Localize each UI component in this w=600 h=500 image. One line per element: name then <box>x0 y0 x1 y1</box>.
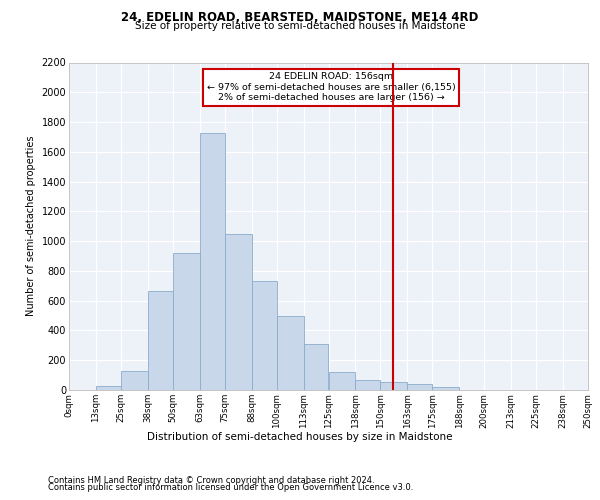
Text: Size of property relative to semi-detached houses in Maidstone: Size of property relative to semi-detach… <box>135 21 465 31</box>
Bar <box>277 316 304 390</box>
Bar <box>148 291 173 390</box>
Bar <box>200 133 225 390</box>
Bar <box>96 386 121 390</box>
Bar <box>432 387 459 390</box>
Bar <box>355 380 380 390</box>
Bar <box>173 253 200 390</box>
Text: Contains public sector information licensed under the Open Government Licence v3: Contains public sector information licen… <box>48 483 413 492</box>
Bar <box>407 384 432 390</box>
Bar <box>380 382 407 390</box>
Bar <box>121 372 148 390</box>
Text: 24, EDELIN ROAD, BEARSTED, MAIDSTONE, ME14 4RD: 24, EDELIN ROAD, BEARSTED, MAIDSTONE, ME… <box>121 11 479 24</box>
Bar <box>304 344 329 390</box>
Bar <box>225 234 251 390</box>
Text: 24 EDELIN ROAD: 156sqm
← 97% of semi-detached houses are smaller (6,155)
2% of s: 24 EDELIN ROAD: 156sqm ← 97% of semi-det… <box>207 72 455 102</box>
Bar <box>251 282 277 390</box>
Y-axis label: Number of semi-detached properties: Number of semi-detached properties <box>26 136 36 316</box>
Text: Contains HM Land Registry data © Crown copyright and database right 2024.: Contains HM Land Registry data © Crown c… <box>48 476 374 485</box>
Bar <box>329 372 355 390</box>
Text: Distribution of semi-detached houses by size in Maidstone: Distribution of semi-detached houses by … <box>147 432 453 442</box>
